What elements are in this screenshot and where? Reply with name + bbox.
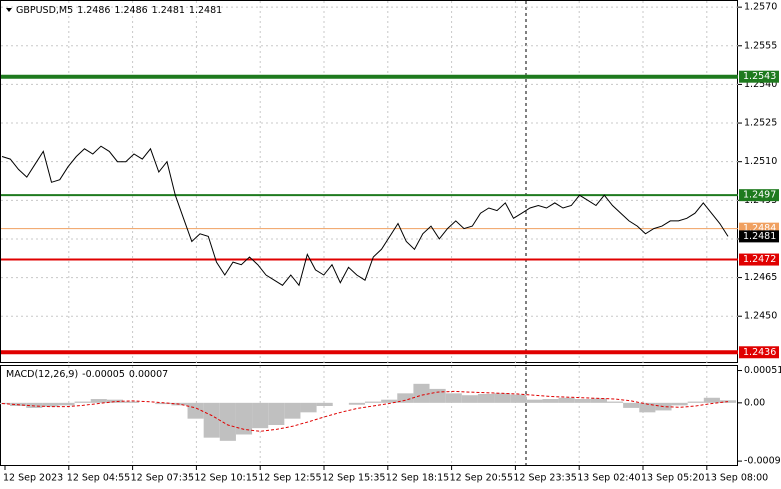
histogram-bar <box>123 401 140 403</box>
dropdown-icon <box>6 8 12 12</box>
x-tick-label: 12 Sep 15:35 <box>322 473 385 484</box>
y-tick-label: 1.2525 <box>744 118 777 129</box>
histogram-bar <box>284 402 301 419</box>
histogram-bar <box>300 402 317 413</box>
header-value: -0.00005 <box>82 369 125 380</box>
histogram-bar <box>542 399 559 403</box>
x-tick-label: 12 Sep 07:35 <box>131 473 194 484</box>
histogram-bar <box>461 395 478 403</box>
histogram-bar <box>74 401 91 403</box>
histogram-bar <box>203 402 220 438</box>
histogram-bar <box>671 402 688 406</box>
histogram-bar <box>494 393 511 403</box>
signal-line <box>1 390 729 432</box>
histogram-bar <box>316 402 333 406</box>
level-label: 1.2497 <box>743 190 776 201</box>
histogram-bar <box>235 402 253 435</box>
y-tick-label: 0.00051 <box>744 365 781 376</box>
histogram-bar <box>558 397 575 403</box>
x-tick-label: 12 Sep 23:35 <box>513 473 576 484</box>
histogram-bar <box>397 393 414 403</box>
x-tick-label: 12 Sep 18:15 <box>386 473 449 484</box>
level-tag <box>739 189 779 202</box>
histogram-bar <box>445 393 462 403</box>
histogram-bar <box>90 399 107 403</box>
header-value: 0.00007 <box>129 369 168 380</box>
histogram-bar <box>58 402 75 406</box>
price-line <box>1 145 729 287</box>
level-tag <box>739 253 779 266</box>
level-label: 1.2436 <box>743 347 776 358</box>
histogram-bar <box>252 402 269 429</box>
histogram-bar <box>590 398 607 403</box>
level-tag <box>739 346 779 359</box>
histogram-bar <box>526 399 543 403</box>
macd-panel <box>0 365 738 466</box>
y-tick-label: -0.00092 <box>744 456 781 467</box>
header-value: 1.2486 <box>114 5 147 16</box>
level-label: 1.2543 <box>743 71 776 82</box>
y-tick-label: 1.2450 <box>744 311 777 322</box>
y-tick-label: 1.2555 <box>744 40 777 51</box>
y-tick-label: 0.00 <box>744 397 765 408</box>
histogram-bar <box>413 383 430 403</box>
header-title: MACD(12,26,9) <box>6 369 78 380</box>
histogram-bar <box>687 401 704 403</box>
histogram-bar <box>42 402 59 407</box>
x-tick-label: 13 Sep 08:00 <box>705 473 768 484</box>
histogram-bar <box>0 402 11 405</box>
level-label: 1.2472 <box>743 254 776 265</box>
histogram-bar <box>106 399 123 403</box>
histogram-bar <box>623 402 640 408</box>
y-tick-label: 1.2570 <box>744 2 777 13</box>
histogram-bar <box>155 402 172 405</box>
histogram-bar <box>429 388 446 403</box>
histogram-bar <box>381 399 398 403</box>
histogram-bar <box>639 402 656 413</box>
x-tick-label: 12 Sep 04:55 <box>67 473 130 484</box>
x-tick-label: 12 Sep 2023 <box>3 473 63 484</box>
histogram-bar <box>607 401 624 403</box>
x-tick-label: 13 Sep 05:20 <box>641 473 704 484</box>
header-value: 1.2481 <box>152 5 185 16</box>
histogram-bar <box>268 402 285 425</box>
header-value: 1.2481 <box>189 5 222 16</box>
histogram-bar <box>703 397 720 403</box>
x-tick-label: 12 Sep 10:15 <box>194 473 257 484</box>
histogram-bar <box>26 402 43 408</box>
x-tick-label: 12 Sep 20:55 <box>450 473 513 484</box>
level-label: 1.2481 <box>743 231 776 242</box>
header: MACD(12,26,9) -0.00005 0.00007 <box>6 369 168 380</box>
histogram-bar <box>477 393 495 403</box>
histogram-bar <box>574 399 591 403</box>
header-title: GBPUSD,M5 <box>16 5 73 16</box>
histogram-bar <box>719 400 737 403</box>
histogram-bar <box>510 394 527 403</box>
level-tag <box>739 70 779 83</box>
y-tick-label: 1.2510 <box>744 156 777 167</box>
level-label: 1.2484 <box>743 223 776 234</box>
x-tick-label: 13 Sep 02:40 <box>577 473 640 484</box>
histogram-bar <box>348 402 365 405</box>
level-tag <box>739 230 779 243</box>
main-panel <box>0 0 738 363</box>
header: GBPUSD,M5 1.2486 1.2486 1.2481 1.2481 <box>16 5 222 16</box>
y-tick-label: 1.2540 <box>744 79 777 90</box>
y-tick-label: 1.2465 <box>744 272 777 283</box>
x-tick-label: 12 Sep 12:55 <box>258 473 321 484</box>
header-value: 1.2486 <box>77 5 110 16</box>
histogram-bar <box>219 402 236 441</box>
histogram-bar <box>365 401 382 403</box>
